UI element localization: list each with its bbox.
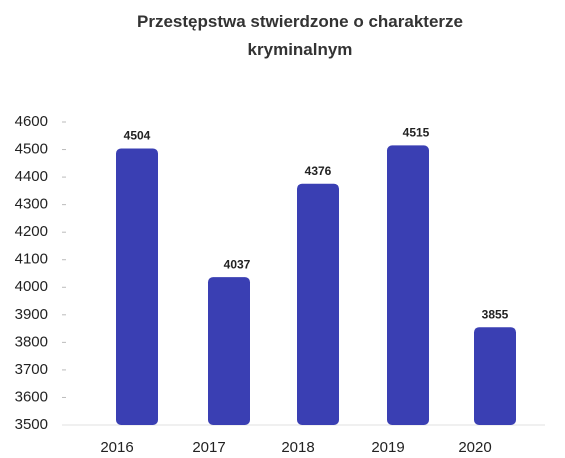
y-tick-label: 4000: [15, 278, 48, 295]
y-tick-label: 4200: [15, 223, 48, 240]
chart-title: Przestępstwa stwierdzone o charakterze k…: [137, 12, 463, 59]
x-tick-label: 2016: [100, 439, 133, 456]
value-label: 4515: [403, 126, 430, 140]
y-tick-label: 4100: [15, 251, 48, 268]
value-label: 3855: [482, 307, 509, 321]
y-tick-label: 3800: [15, 333, 48, 350]
y-tick-label: 3500: [15, 416, 48, 433]
x-tick-label: 2018: [281, 439, 314, 456]
x-tick-label: 2019: [371, 439, 404, 456]
y-tick-label: 4400: [15, 168, 48, 185]
bar: [387, 145, 429, 425]
value-label: 4376: [305, 164, 332, 178]
bar: [474, 327, 516, 425]
y-tick-label: 4600: [15, 113, 48, 130]
x-tick-label: 2020: [458, 439, 491, 456]
y-tick-label: 3900: [15, 306, 48, 323]
bar: [297, 183, 339, 425]
x-tick-label: 2017: [192, 439, 225, 456]
bar: [116, 148, 158, 425]
y-tick-label: 3700: [15, 361, 48, 378]
bar: [208, 277, 250, 425]
y-tick-label: 3600: [15, 388, 48, 405]
y-tick-label: 4500: [15, 141, 48, 158]
value-label: 4037: [224, 257, 251, 271]
value-label: 4504: [124, 129, 151, 143]
y-tick-label: 4300: [15, 196, 48, 213]
